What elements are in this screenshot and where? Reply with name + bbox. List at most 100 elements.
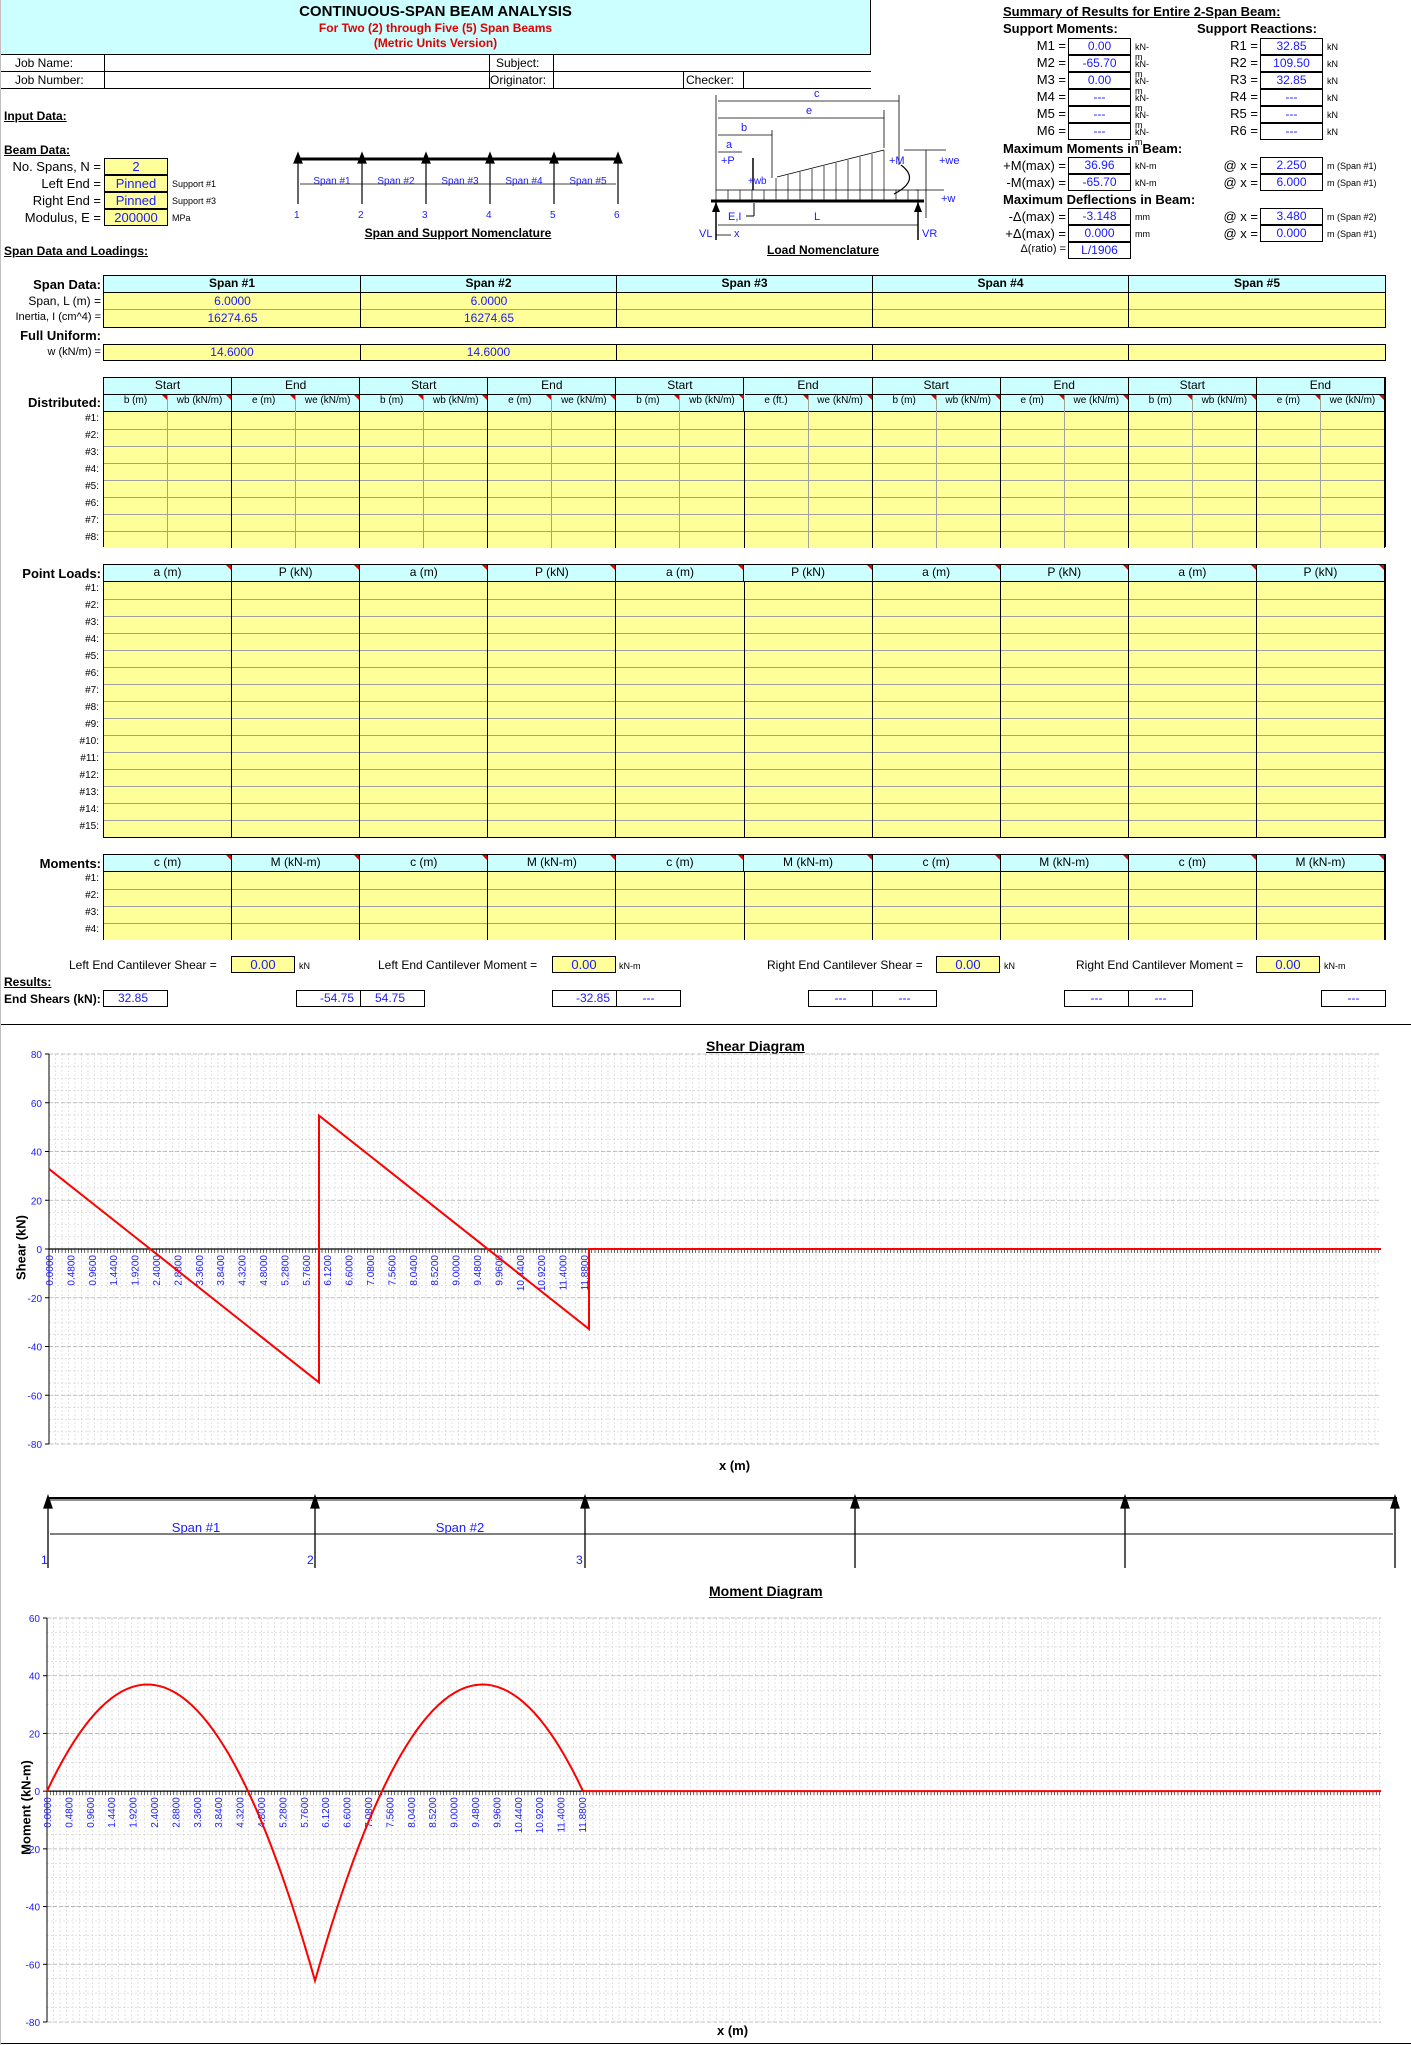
inertia-label: Inertia, I (cm^4) = [15,311,101,323]
m2-unit: kN-m [1135,59,1149,79]
support-label-2: 2 [358,210,364,221]
span-4-header: Span #4 [873,276,1129,327]
group-header: Start [616,378,745,395]
svg-text:5.7600: 5.7600 [300,1797,311,1828]
distributed-loads-table: Start End b (m) wb (kN/m) e (m) we (kN/m) Star… [103,377,1386,548]
row-label: #3: [85,447,99,458]
span-3-w-input[interactable] [617,345,873,360]
modulus-input[interactable]: 200000 [104,209,168,226]
point-loads-label: Point Loads: [22,566,101,581]
support-label-1: 1 [294,210,300,221]
span-label-4: Span #4 [505,176,543,187]
svg-text:11.8800: 11.8800 [578,1797,589,1833]
r5-label: R5 = [1230,106,1258,121]
span-5-left-shear: --- [1128,990,1193,1007]
pos-dmax-x-unit: m (Span #1) [1327,229,1377,239]
right-cantilever-moment-input[interactable]: 0.00 [1256,956,1320,973]
moment-diagram-chart: Moment Diagram 60 40 20 0 -20 -40 -60 -80 0.0000… [1,1580,1411,2045]
right-cantilever-shear-label: Right End Cantilever Shear = [767,958,923,972]
checker-label: Checker: [686,73,735,87]
neg-dmax-x-label: @ x = [1223,209,1258,224]
originator-field[interactable] [554,73,684,88]
span-data-label: Span Data: [33,277,101,292]
row-label: #9: [85,719,99,730]
subject-field[interactable] [554,56,870,71]
row-label: #5: [85,651,99,662]
load-label-a: a [726,139,733,151]
left-end-select[interactable]: Pinned [104,175,168,192]
results-heading: Results: [4,975,52,989]
support-moments-heading: Support Moments: [1003,21,1118,36]
span-length-label: Span, L (m) = [28,294,101,308]
group-header: End [1000,378,1129,395]
svg-text:40: 40 [31,1148,43,1159]
job-number-label: Job Number: [15,73,84,87]
column-header: P (kN) [488,565,617,582]
max-deflections-heading: Maximum Deflections in Beam: [1003,192,1196,207]
span-label-5: Span #5 [569,176,607,187]
svg-text:5.7600: 5.7600 [302,1255,313,1286]
span-1-length-input[interactable]: 6.0000 [214,294,251,308]
row-label: #4: [85,464,99,475]
column-header: e (m) [232,395,297,412]
num-spans-input[interactable]: 2 [104,158,168,175]
row-label: #5: [85,481,99,492]
span-5-w-input[interactable] [1129,345,1385,360]
span-5-header: Span #5 [1233,276,1281,290]
job-number-field[interactable] [105,73,490,88]
span-1-inertia-input[interactable]: 16274.65 [207,311,258,325]
r5-value: --- [1260,106,1323,123]
beam-strip-svg [43,1493,1400,1568]
row-label: #1: [85,873,99,884]
checker-field[interactable] [744,73,870,88]
svg-text:40: 40 [29,1672,41,1683]
strip-span-1-label: Span #1 [171,1520,221,1535]
right-end-select[interactable]: Pinned [104,192,168,209]
span-2-length-input[interactable]: 6.0000 [470,294,508,308]
pos-mmax-unit: kN-m [1135,161,1157,171]
svg-text:4.8000: 4.8000 [259,1255,270,1286]
span-2-w-input[interactable]: 14.6000 [361,345,617,360]
pos-mmax-x-label: @ x = [1223,158,1258,173]
svg-text:10.4400: 10.4400 [514,1797,525,1834]
load-label-vr: VR [922,228,938,240]
right-cantilever-moment-label: Right End Cantilever Moment = [1076,958,1244,972]
column-header: we (kN/m) [1321,395,1385,412]
group-header: Start [872,378,1001,395]
span-3-right-shear: --- [808,990,873,1007]
left-end-label: Left End = [41,176,101,191]
svg-text:3.8400: 3.8400 [214,1797,225,1828]
load-label-we: +we [939,155,960,167]
r6-label: R6 = [1230,123,1258,138]
span-2-inertia-input[interactable]: 16274.65 [463,311,515,325]
column-header: wb (kN/m) [1193,395,1257,412]
svg-text:11.4000: 11.4000 [557,1797,568,1833]
left-cantilever-shear-input[interactable]: 0.00 [231,956,295,973]
job-name-label: Job Name: [15,56,74,70]
m5-unit: kN-m [1135,110,1149,130]
span-4-right-shear: --- [1064,990,1129,1007]
support-label-5: 5 [550,210,556,221]
shear-chart-title: Shear Diagram [706,1038,805,1054]
job-name-field[interactable] [105,56,490,71]
svg-text:9.0000: 9.0000 [452,1255,463,1286]
svg-text:3.3600: 3.3600 [193,1797,204,1828]
span-4-w-input[interactable] [873,345,1129,360]
row-label: #14: [79,804,99,815]
column-header: we (kN/m) [552,395,617,412]
strip-support-3: 3 [576,1553,583,1567]
left-cantilever-moment-input[interactable]: 0.00 [552,956,616,973]
m1-unit: kN-m [1135,42,1149,62]
svg-text:20: 20 [29,1729,41,1740]
span-5-right-shear: --- [1321,990,1386,1007]
r3-unit: kN [1327,76,1338,86]
right-cantilever-shear-input[interactable]: 0.00 [936,956,1000,973]
span-1-w-input[interactable]: 14.6000 [104,345,361,360]
uniform-load-row: 14.6000 14.6000 [103,344,1386,361]
column-header: c (m) [873,855,1001,872]
group-header: End [232,378,361,395]
moment-chart-ylabel: Moment (kN-m) [18,1760,34,1855]
support-label-6: 6 [614,210,620,221]
svg-text:1.4400: 1.4400 [107,1797,118,1828]
